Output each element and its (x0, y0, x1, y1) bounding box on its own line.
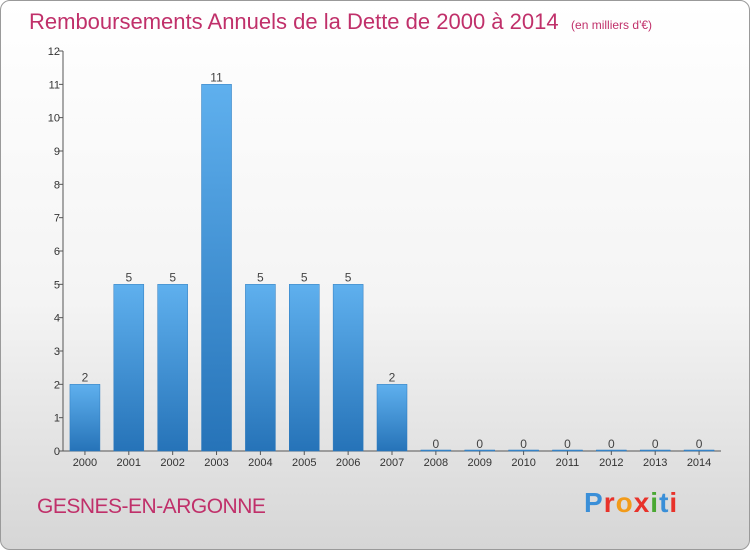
value-label-2006: 5 (345, 270, 352, 284)
logo-letter: r (603, 487, 616, 518)
logo-letter: o (615, 487, 634, 518)
bar-2006 (332, 284, 364, 452)
bar-2010 (508, 449, 539, 452)
x-tick-label: 2008 (424, 457, 448, 469)
title-area: Remboursements Annuels de la Dette de 20… (29, 9, 652, 35)
logo-letter: i (650, 487, 660, 518)
x-tick-label: 2010 (511, 457, 535, 469)
y-tick-label: 2 (54, 379, 60, 391)
value-label-2012: 0 (608, 437, 615, 451)
x-tick-label: 2014 (687, 457, 711, 469)
value-label-2005: 5 (301, 270, 308, 284)
value-label-2014: 0 (696, 437, 703, 451)
y-tick-label: 5 (54, 279, 60, 291)
y-tick-label: 6 (54, 246, 60, 258)
y-tick-label: 9 (54, 146, 60, 158)
bar-2007 (376, 384, 408, 452)
value-label-2010: 0 (520, 437, 527, 451)
y-tick-label: 11 (49, 79, 60, 91)
value-label-2001: 5 (125, 270, 132, 284)
value-label-2002: 5 (169, 270, 176, 284)
x-tick-label: 2003 (204, 457, 228, 469)
value-label-2013: 0 (652, 437, 659, 451)
x-axis: 2000 2001 2002 2003 2004 2005 2006 2007 2008 2009… (63, 450, 721, 469)
y-tick-label: 10 (48, 113, 60, 125)
bar-2012 (596, 449, 627, 452)
x-tick-label: 2012 (599, 457, 623, 469)
value-labels: 2 5 5 11 5 5 5 2 0 0 0 0 0 0 0 (82, 70, 703, 451)
y-tick-label: 1 (54, 413, 60, 425)
value-label-2009: 0 (476, 437, 483, 451)
x-tick-label: 2005 (292, 457, 316, 469)
bar-2013 (639, 449, 671, 452)
bar-2009 (464, 449, 495, 452)
y-tick-label: 0 (54, 446, 60, 458)
value-label-2004: 5 (257, 270, 264, 284)
value-label-2008: 0 (433, 437, 440, 451)
y-tick-label: 4 (54, 313, 60, 325)
value-label-2000: 2 (82, 370, 89, 384)
x-tick-label: 2007 (380, 457, 404, 469)
y-tick-label: 8 (54, 179, 60, 191)
x-tick-label: 2004 (248, 457, 272, 469)
x-tick-label: 2002 (160, 457, 184, 469)
x-tick-label: 2011 (556, 457, 580, 469)
x-tick-label: 2006 (336, 457, 360, 469)
bars (69, 84, 715, 452)
chart-unit: (en milliers d'€) (571, 18, 653, 32)
bar-2005 (289, 284, 320, 452)
bar-2000 (69, 384, 101, 452)
logo-letter: i (669, 487, 679, 518)
bar-2014 (683, 449, 715, 452)
value-label-2007: 2 (389, 370, 396, 384)
proxiti-logo[interactable]: Proxiti (584, 487, 678, 519)
logo-letter: t (659, 487, 670, 518)
commune-name: GESNES-EN-ARGONNE (37, 495, 266, 518)
bar-2004 (245, 284, 276, 452)
y-tick-label: 12 (48, 46, 60, 58)
bar-2002 (157, 284, 188, 452)
x-tick-label: 2000 (73, 457, 97, 469)
chart-title: Remboursements Annuels de la Dette de 20… (29, 9, 559, 34)
y-tick-label: 7 (54, 213, 60, 225)
x-tick-label: 2009 (467, 457, 491, 469)
logo-letter: P (584, 487, 604, 518)
bar-2003 (201, 84, 232, 452)
bar-2011 (552, 449, 583, 452)
bar-2001 (113, 284, 145, 452)
x-tick-label: 2001 (117, 457, 141, 469)
bar-2008 (420, 449, 452, 452)
x-tick-label: 2013 (643, 457, 667, 469)
logo-letter: x (633, 487, 651, 518)
value-label-2011: 0 (564, 437, 571, 451)
y-tick-label: 3 (54, 346, 60, 358)
value-label-2003: 11 (210, 70, 223, 84)
